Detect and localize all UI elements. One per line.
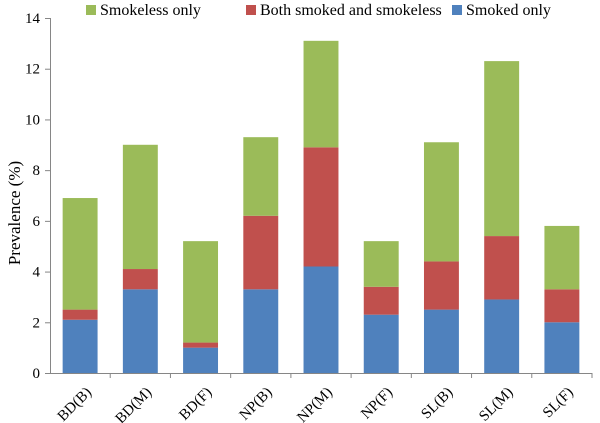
bar-segment: [423, 261, 459, 310]
bar-segment: [122, 144, 158, 270]
x-tick-label: NP(B): [237, 385, 276, 423]
y-tick-label: 0: [33, 366, 41, 382]
bar-segment: [243, 137, 279, 216]
bar-segment: [544, 289, 580, 323]
bar-segment: [544, 225, 580, 290]
legend-item: Smokeless only: [86, 2, 201, 19]
bar-segment: [544, 322, 580, 373]
bar-stack: [363, 241, 399, 373]
bar-segment: [423, 309, 459, 373]
bar-segment: [243, 289, 279, 373]
bar-segment: [183, 241, 219, 343]
bar-stack: [484, 61, 520, 373]
bar-segment: [363, 314, 399, 373]
bar-stack: [544, 225, 580, 373]
x-tick-label: BD(B): [55, 385, 95, 423]
bar-stack: [423, 142, 459, 373]
x-tick-label: SL(F): [540, 385, 577, 422]
y-tick-label: 12: [25, 62, 40, 78]
legend-label: Smokeless only: [100, 2, 201, 19]
bar-stack: [303, 40, 339, 373]
bar-stack: [122, 144, 158, 373]
bar-segment: [303, 266, 339, 373]
bar-segment: [183, 342, 219, 348]
legend-swatch: [452, 5, 462, 15]
legend: Smokeless only Both smoked and smokeless S…: [86, 2, 551, 19]
legend-label: Smoked only: [466, 2, 551, 19]
x-axis-ticks: BD(B) BD(M) BD(F) NP(B) NP(M) NP(F) SL(B) SL(M)…: [55, 373, 593, 423]
bar-segment: [62, 198, 98, 310]
x-tick-label: BD(M): [113, 385, 156, 423]
legend-swatch: [246, 5, 256, 15]
bar-segment: [122, 289, 158, 373]
bar-segment: [183, 347, 219, 373]
legend-swatch: [86, 5, 96, 15]
bar-segment: [484, 299, 520, 373]
bars: [62, 40, 580, 373]
legend-item: Smoked only: [452, 2, 551, 19]
y-tick-label: 8: [33, 163, 41, 179]
bar-segment: [122, 269, 158, 290]
bar-segment: [423, 142, 459, 262]
bar-segment: [303, 147, 339, 267]
y-tick-label: 6: [33, 214, 41, 230]
bar-segment: [243, 215, 279, 290]
bar-segment: [484, 61, 520, 237]
x-tick-label: SL(B): [418, 385, 456, 423]
x-tick-label: NP(F): [358, 385, 396, 423]
bar-segment: [363, 241, 399, 287]
bar-stack: [183, 241, 219, 373]
y-axis-ticks: 0 2 4 6 8 10 12 14: [25, 11, 50, 382]
bar-segment: [62, 309, 98, 320]
bar-stack: [243, 137, 279, 373]
legend-item: Both smoked and smokeless: [246, 2, 442, 19]
bar-segment: [363, 286, 399, 315]
bar-segment: [62, 319, 98, 373]
legend-label: Both smoked and smokeless: [260, 2, 442, 19]
y-tick-label: 14: [25, 11, 41, 27]
y-tick-label: 10: [25, 112, 40, 128]
y-tick-label: 2: [33, 315, 41, 331]
bar-segment: [484, 236, 520, 300]
x-tick-label: BD(F): [176, 385, 215, 423]
bar-stack: [62, 198, 98, 373]
x-tick-label: SL(M): [476, 385, 516, 423]
y-axis-title: Prevalence (%): [5, 161, 24, 265]
y-tick-label: 4: [33, 265, 41, 281]
bar-segment: [303, 40, 339, 148]
x-tick-label: NP(M): [294, 385, 335, 423]
